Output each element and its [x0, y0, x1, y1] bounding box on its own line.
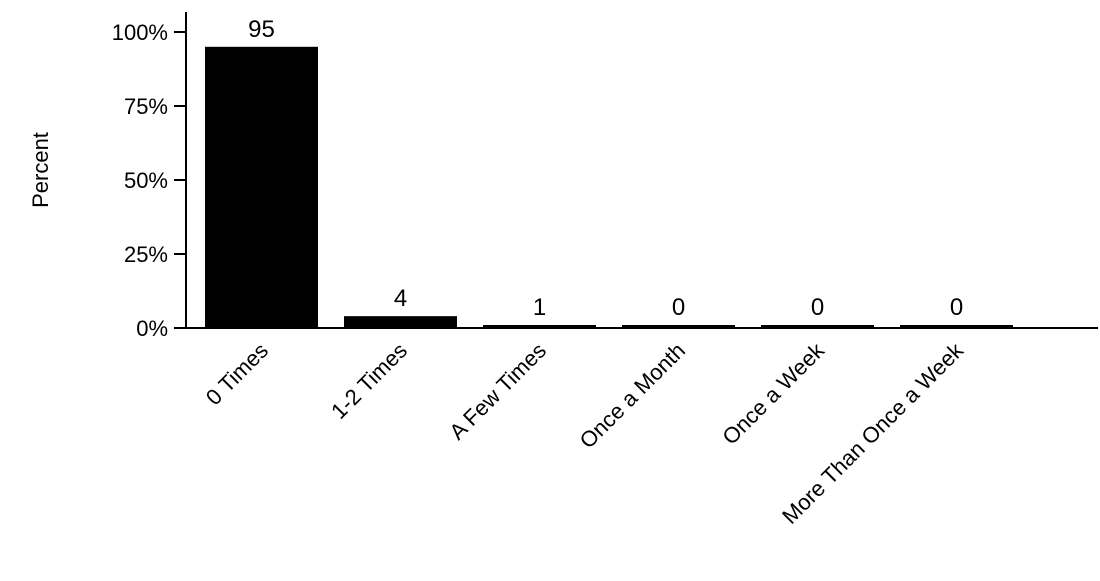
x-tick-label: Once a Week — [717, 337, 829, 449]
bar-value-label: 0 — [811, 294, 824, 321]
bar — [900, 325, 1013, 328]
y-tick-label: 0% — [136, 316, 168, 341]
y-tick-label: 50% — [124, 168, 168, 193]
x-tick-label: Once a Month — [575, 338, 690, 453]
x-tick-label: 0 Times — [201, 338, 273, 410]
x-tick-label: A Few Times — [444, 338, 551, 445]
bar — [622, 325, 735, 328]
y-tick-label: 75% — [124, 94, 168, 119]
bar-value-label: 0 — [950, 294, 963, 321]
bar — [761, 325, 874, 328]
axes: 0% 25% 50% 75% 100% — [112, 12, 1098, 341]
x-tick-label: 1-2 Times — [326, 338, 412, 424]
y-tick-label: 25% — [124, 242, 168, 267]
y-tick-label: 100% — [112, 20, 168, 45]
bar — [483, 325, 596, 328]
y-axis-title: Percent — [28, 132, 53, 208]
bar — [205, 46, 318, 329]
bar-value-label: 4 — [394, 285, 407, 312]
bar — [344, 316, 457, 328]
bar-value-label: 95 — [248, 16, 275, 43]
bar-value-label: 1 — [533, 294, 546, 321]
bars — [205, 46, 1013, 329]
bar-value-label: 0 — [672, 294, 685, 321]
